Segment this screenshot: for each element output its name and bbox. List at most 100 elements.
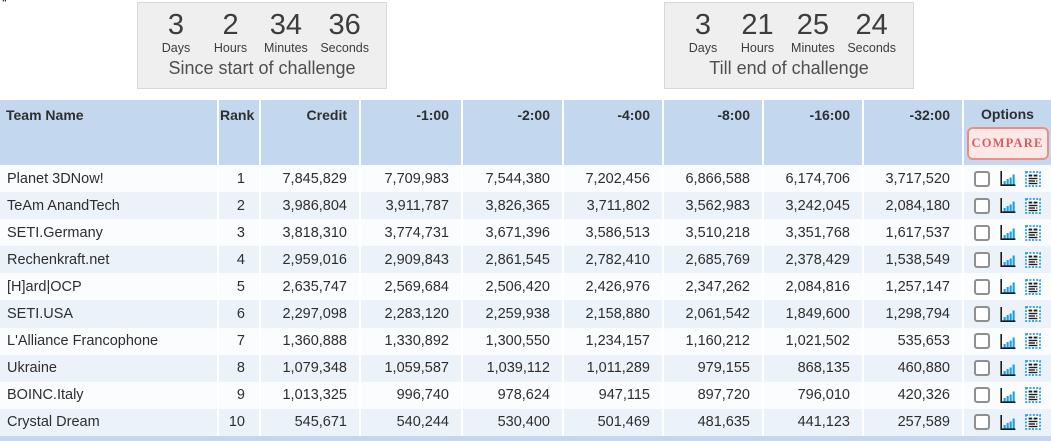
stats-table-icon[interactable]: [1025, 306, 1041, 322]
timer-hours-label: Hours: [213, 41, 248, 56]
rank-cell: 7: [218, 327, 261, 355]
team-leaderboard: Team Name Rank Credit -1:00 -2:00 -4:00 …: [0, 100, 1051, 436]
credit-cell: 545,671: [260, 408, 361, 436]
timer-minutes: 25 Minutes: [791, 9, 835, 56]
bar-chart-icon[interactable]: [999, 333, 1016, 350]
minus-4h-cell: 7,202,456: [563, 165, 664, 193]
stats-table-icon[interactable]: [1025, 279, 1041, 295]
compare-checkbox[interactable]: [974, 414, 990, 431]
row-options-cell: [963, 328, 1051, 355]
rank-cell: 9: [218, 381, 261, 409]
compare-checkbox[interactable]: [974, 387, 990, 404]
row-options-cell: [963, 300, 1051, 327]
minus-4h-cell: 501,469: [563, 408, 664, 436]
minus-4h-cell: 1,011,289: [563, 354, 664, 382]
compare-checkbox[interactable]: [974, 197, 990, 214]
bar-chart-icon[interactable]: [999, 414, 1016, 431]
stats-table-icon[interactable]: [1025, 333, 1041, 349]
compare-checkbox[interactable]: [974, 278, 990, 295]
stats-table-icon[interactable]: [1025, 197, 1041, 214]
minus-8h-cell: 3,562,983: [663, 192, 764, 220]
minus-16h-cell: 868,135: [763, 354, 864, 382]
minus-1h-cell: 540,244: [360, 408, 463, 436]
bar-chart-icon[interactable]: [999, 360, 1016, 377]
stats-table-icon[interactable]: [1025, 387, 1041, 404]
team-table-body: Planet 3DNow! 1 7,845,829 7,709,983 7,54…: [0, 165, 1051, 436]
timer-units: 3 Days 2 Hours 34 Minutes 36 Seconds: [138, 9, 386, 56]
credit-cell: 3,818,310: [260, 219, 361, 247]
timer-hours-value: 2: [222, 9, 239, 41]
minus-2h-cell: 2,506,420: [462, 273, 564, 301]
stats-table-icon[interactable]: [1025, 251, 1041, 268]
rank-cell: 5: [218, 273, 261, 301]
column-header-minus-4h: -4:00: [563, 100, 664, 165]
minus-4h-cell: 2,158,880: [563, 300, 664, 328]
timer-days: 3 Days: [155, 10, 197, 56]
minus-1h-cell: 1,330,892: [360, 327, 463, 355]
bar-chart-icon[interactable]: [999, 197, 1016, 214]
compare-checkbox[interactable]: [974, 170, 990, 187]
minus-2h-cell: 1,039,112: [462, 354, 564, 382]
timer-seconds-label: Seconds: [320, 41, 369, 56]
column-header-minus-1h: -1:00: [360, 100, 463, 165]
till-end-timer: 3 Days 21 Hours 25 Minutes 24 Seconds Ti…: [664, 2, 914, 89]
minus-2h-cell: 1,300,550: [462, 327, 564, 355]
stats-table-icon[interactable]: [1025, 414, 1041, 431]
rank-cell: 10: [218, 408, 261, 436]
row-options-cell: [963, 382, 1051, 409]
table-row: [H]ard|OCP 5 2,635,747 2,569,684 2,506,4…: [0, 273, 1051, 301]
rank-cell: 8: [218, 354, 261, 382]
team-name-cell: BOINC.Italy: [0, 381, 219, 409]
bar-chart-icon[interactable]: [999, 251, 1016, 268]
minus-16h-cell: 1,849,600: [763, 300, 864, 328]
column-header-minus-8h: -8:00: [663, 100, 764, 165]
minus-4h-cell: 1,234,157: [563, 327, 664, 355]
minus-2h-cell: 7,544,380: [462, 165, 564, 193]
stats-table-icon[interactable]: [1025, 170, 1041, 187]
team-name-cell: Crystal Dream: [0, 408, 219, 436]
bar-chart-icon[interactable]: [999, 306, 1016, 323]
compare-checkbox[interactable]: [974, 360, 990, 377]
timer-hours: 2 Hours: [210, 9, 252, 56]
minus-16h-cell: 6,174,706: [763, 165, 864, 193]
timer-days-label: Days: [688, 41, 718, 56]
minus-2h-cell: 2,861,545: [462, 246, 564, 274]
options-label: Options: [981, 106, 1034, 122]
rank-cell: 3: [218, 219, 261, 247]
bar-chart-icon[interactable]: [999, 170, 1016, 187]
team-name-cell: TeAm AnandTech: [0, 192, 219, 220]
credit-cell: 7,845,829: [260, 165, 361, 193]
column-header-credit: Credit: [260, 100, 361, 165]
minus-8h-cell: 3,510,218: [663, 219, 764, 247]
stats-table-icon[interactable]: [1025, 224, 1041, 241]
compare-button[interactable]: COMPARE: [966, 127, 1049, 160]
column-header-rank: Rank: [218, 100, 261, 165]
minus-1h-cell: 7,709,983: [360, 165, 463, 193]
timer-minutes-value: 25: [796, 9, 830, 41]
compare-checkbox[interactable]: [974, 251, 990, 268]
minus-16h-cell: 3,242,045: [763, 192, 864, 220]
minus-8h-cell: 897,720: [663, 381, 764, 409]
team-name-cell: Ukraine: [0, 354, 219, 382]
minus-1h-cell: 2,283,120: [360, 300, 463, 328]
team-stats-table: Team Name Rank Credit -1:00 -2:00 -4:00 …: [0, 100, 1051, 436]
minus-1h-cell: 1,059,587: [360, 354, 463, 382]
minus-1h-cell: 2,569,684: [360, 273, 463, 301]
bar-chart-icon[interactable]: [999, 278, 1016, 295]
since-start-timer: 3 Days 2 Hours 34 Minutes 36 Seconds Sin…: [137, 2, 387, 89]
bar-chart-icon[interactable]: [999, 224, 1016, 241]
column-header-team-name: Team Name: [0, 100, 219, 165]
timer-caption: Since start of challenge: [168, 58, 356, 79]
minus-16h-cell: 441,123: [763, 408, 864, 436]
minus-8h-cell: 2,061,542: [663, 300, 764, 328]
team-name-cell: SETI.Germany: [0, 219, 219, 247]
bar-chart-icon[interactable]: [999, 387, 1016, 404]
minus-32h-cell: 1,538,549: [863, 246, 964, 274]
column-header-minus-2h: -2:00: [462, 100, 564, 165]
compare-checkbox[interactable]: [974, 306, 990, 323]
compare-checkbox[interactable]: [974, 333, 990, 350]
stats-table-icon[interactable]: [1025, 360, 1041, 377]
table-header-row: Team Name Rank Credit -1:00 -2:00 -4:00 …: [0, 100, 1051, 165]
compare-checkbox[interactable]: [974, 224, 990, 241]
column-header-minus-32h: -32:00: [863, 100, 964, 165]
